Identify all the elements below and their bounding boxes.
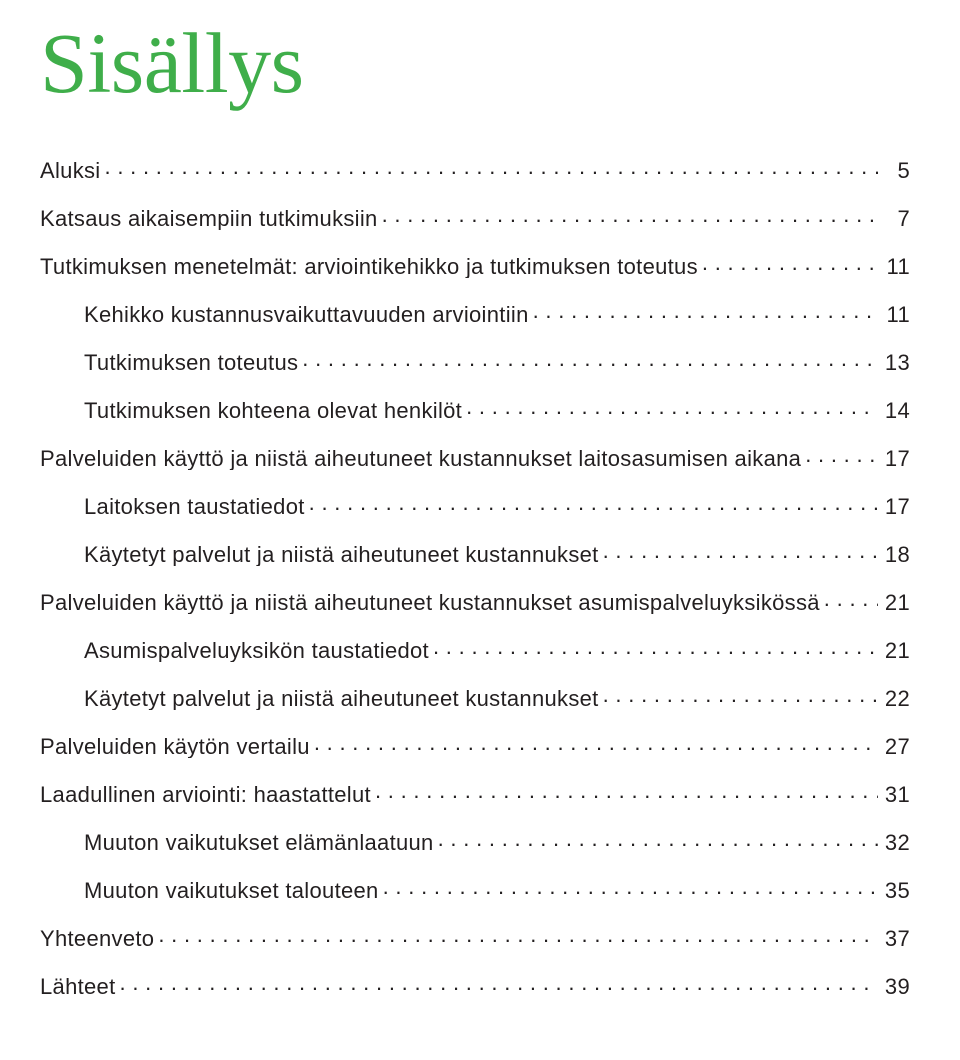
toc-entry-label: Yhteenveto bbox=[40, 928, 154, 950]
toc-entry: Tutkimuksen toteutus 13 bbox=[40, 348, 910, 374]
toc-entry: Yhteenveto 37 bbox=[40, 924, 910, 950]
toc-entry-label: Muuton vaikutukset elämänlaatuun bbox=[84, 832, 434, 854]
toc-entry: Asumispalveluyksikön taustatiedot 21 bbox=[40, 636, 910, 662]
toc-list: Aluksi 5 Katsaus aikaisempiin tutkimuksiin… bbox=[40, 156, 910, 998]
toc-entry-page: 11 bbox=[882, 256, 910, 278]
toc-entry-page: 5 bbox=[882, 160, 910, 182]
toc-heading: Sisällys bbox=[40, 20, 910, 106]
toc-entry-page: 37 bbox=[882, 928, 910, 950]
toc-leader-dots bbox=[433, 636, 878, 658]
toc-entry: Tutkimuksen menetelmät: arviointikehikko… bbox=[40, 252, 910, 278]
toc-entry-label: Laadullinen arviointi: haastattelut bbox=[40, 784, 371, 806]
toc-entry-label: Tutkimuksen toteutus bbox=[84, 352, 298, 374]
toc-leader-dots bbox=[805, 444, 878, 466]
toc-entry: Palveluiden käytön vertailu 27 bbox=[40, 732, 910, 758]
toc-entry-label: Käytetyt palvelut ja niistä aiheutuneet … bbox=[84, 688, 599, 710]
toc-entry: Palveluiden käyttö ja niistä aiheutuneet… bbox=[40, 444, 910, 470]
toc-entry-label: Lähteet bbox=[40, 976, 116, 998]
toc-entry-page: 17 bbox=[882, 448, 910, 470]
toc-entry-label: Katsaus aikaisempiin tutkimuksiin bbox=[40, 208, 378, 230]
toc-entry-page: 14 bbox=[882, 400, 910, 422]
toc-entry-label: Laitoksen taustatiedot bbox=[84, 496, 305, 518]
toc-entry: Katsaus aikaisempiin tutkimuksiin 7 bbox=[40, 204, 910, 230]
toc-entry-page: 11 bbox=[882, 304, 910, 326]
toc-entry-page: 31 bbox=[882, 784, 910, 806]
toc-leader-dots bbox=[533, 300, 878, 322]
toc-entry-page: 21 bbox=[882, 640, 910, 662]
toc-entry-page: 18 bbox=[882, 544, 910, 566]
toc-entry: Muuton vaikutukset talouteen 35 bbox=[40, 876, 910, 902]
toc-entry-page: 35 bbox=[882, 880, 910, 902]
toc-leader-dots bbox=[383, 876, 878, 898]
toc-entry-page: 13 bbox=[882, 352, 910, 374]
toc-entry: Palveluiden käyttö ja niistä aiheutuneet… bbox=[40, 588, 910, 614]
toc-leader-dots bbox=[466, 396, 878, 418]
toc-entry: Laitoksen taustatiedot 17 bbox=[40, 492, 910, 518]
toc-entry: Aluksi 5 bbox=[40, 156, 910, 182]
toc-leader-dots bbox=[382, 204, 878, 226]
toc-entry: Lähteet 39 bbox=[40, 972, 910, 998]
toc-leader-dots bbox=[314, 732, 878, 754]
toc-entry-label: Palveluiden käyttö ja niistä aiheutuneet… bbox=[40, 592, 820, 614]
toc-entry-page: 39 bbox=[882, 976, 910, 998]
toc-entry: Käytetyt palvelut ja niistä aiheutuneet … bbox=[40, 540, 910, 566]
toc-entry: Tutkimuksen kohteena olevat henkilöt 14 bbox=[40, 396, 910, 422]
toc-leader-dots bbox=[309, 492, 878, 514]
toc-leader-dots bbox=[603, 540, 878, 562]
toc-leader-dots bbox=[302, 348, 878, 370]
toc-entry: Käytetyt palvelut ja niistä aiheutuneet … bbox=[40, 684, 910, 710]
toc-entry-label: Muuton vaikutukset talouteen bbox=[84, 880, 379, 902]
toc-entry-page: 22 bbox=[882, 688, 910, 710]
toc-entry: Kehikko kustannusvaikuttavuuden arvioint… bbox=[40, 300, 910, 326]
toc-entry-label: Aluksi bbox=[40, 160, 101, 182]
toc-entry-label: Asumispalveluyksikön taustatiedot bbox=[84, 640, 429, 662]
toc-entry-page: 32 bbox=[882, 832, 910, 854]
toc-leader-dots bbox=[120, 972, 878, 994]
toc-entry-page: 7 bbox=[882, 208, 910, 230]
toc-entry: Muuton vaikutukset elämänlaatuun 32 bbox=[40, 828, 910, 854]
toc-leader-dots bbox=[824, 588, 878, 610]
toc-entry-label: Tutkimuksen menetelmät: arviointikehikko… bbox=[40, 256, 698, 278]
toc-entry-page: 17 bbox=[882, 496, 910, 518]
toc-entry-page: 27 bbox=[882, 736, 910, 758]
toc-leader-dots bbox=[105, 156, 879, 178]
toc-leader-dots bbox=[438, 828, 878, 850]
toc-entry-label: Palveluiden käytön vertailu bbox=[40, 736, 310, 758]
toc-leader-dots bbox=[158, 924, 878, 946]
toc-leader-dots bbox=[702, 252, 878, 274]
toc-entry-label: Palveluiden käyttö ja niistä aiheutuneet… bbox=[40, 448, 801, 470]
page: Sisällys Aluksi 5 Katsaus aikaisempiin tut… bbox=[0, 0, 960, 1060]
toc-entry-label: Kehikko kustannusvaikuttavuuden arvioint… bbox=[84, 304, 529, 326]
toc-leader-dots bbox=[375, 780, 878, 802]
toc-entry: Laadullinen arviointi: haastattelut 31 bbox=[40, 780, 910, 806]
toc-leader-dots bbox=[603, 684, 878, 706]
toc-entry-label: Käytetyt palvelut ja niistä aiheutuneet … bbox=[84, 544, 599, 566]
toc-entry-label: Tutkimuksen kohteena olevat henkilöt bbox=[84, 400, 462, 422]
toc-entry-page: 21 bbox=[882, 592, 910, 614]
